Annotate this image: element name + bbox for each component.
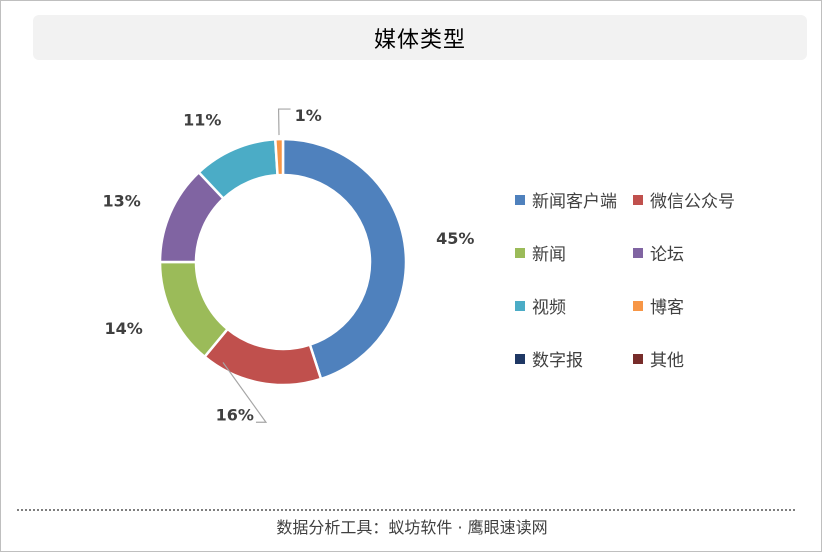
donut-slice-2 xyxy=(158,260,230,359)
legend-item-4: 视频 xyxy=(515,279,633,332)
donut-slice-5 xyxy=(273,137,285,177)
chart-title-bar: 媒体类型 xyxy=(33,15,807,60)
legend-label-4: 视频 xyxy=(532,298,566,318)
data-label-5: 1% xyxy=(295,106,322,125)
chart-legend: 新闻客户端 微信公众号新闻 论坛视频 博客数字报 其他 xyxy=(515,173,765,385)
legend-swatch-5 xyxy=(633,300,643,311)
footer-text: 数据分析工具：蚁坊软件 · 鹰眼速读网 xyxy=(276,518,548,537)
data-label-3: 13% xyxy=(102,191,140,210)
legend-item-2: 新闻 xyxy=(515,226,633,279)
legend-swatch-2 xyxy=(515,247,525,258)
legend-swatch-1 xyxy=(633,194,643,205)
legend-swatch-3 xyxy=(633,247,643,258)
legend-item-1: 微信公众号 xyxy=(633,173,763,226)
legend-item-6: 数字报 xyxy=(515,332,633,385)
legend-swatch-7 xyxy=(633,353,643,364)
donut-chart: 45% 16% 14% 13% 11% 1% xyxy=(102,106,474,424)
legend-swatch-4 xyxy=(515,300,525,311)
legend-item-7: 其他 xyxy=(633,332,763,385)
chart-title: 媒体类型 xyxy=(373,27,466,53)
legend-label-7: 其他 xyxy=(650,351,684,371)
legend-label-6: 数字报 xyxy=(532,351,583,371)
legend-label-1: 微信公众号 xyxy=(650,192,735,212)
footer-divider xyxy=(17,509,795,511)
legend-label-2: 新闻 xyxy=(532,245,566,265)
legend-label-3: 论坛 xyxy=(650,245,684,265)
data-label-0: 45% xyxy=(436,229,474,248)
legend-swatch-6 xyxy=(515,353,525,364)
legend-label-5: 博客 xyxy=(650,298,684,318)
legend-item-5: 博客 xyxy=(633,279,763,332)
leader-line-5 xyxy=(277,108,291,136)
data-label-1: 16% xyxy=(216,405,254,424)
donut-slice-0 xyxy=(281,137,408,381)
legend-item-3: 论坛 xyxy=(633,226,763,279)
data-label-4: 11% xyxy=(183,111,221,130)
legend-label-0: 新闻客户端 xyxy=(532,192,617,212)
legend-item-0: 新闻客户端 xyxy=(515,173,633,226)
data-label-2: 14% xyxy=(104,319,142,338)
leader-line-1 xyxy=(222,362,268,423)
legend-swatch-0 xyxy=(515,194,525,205)
